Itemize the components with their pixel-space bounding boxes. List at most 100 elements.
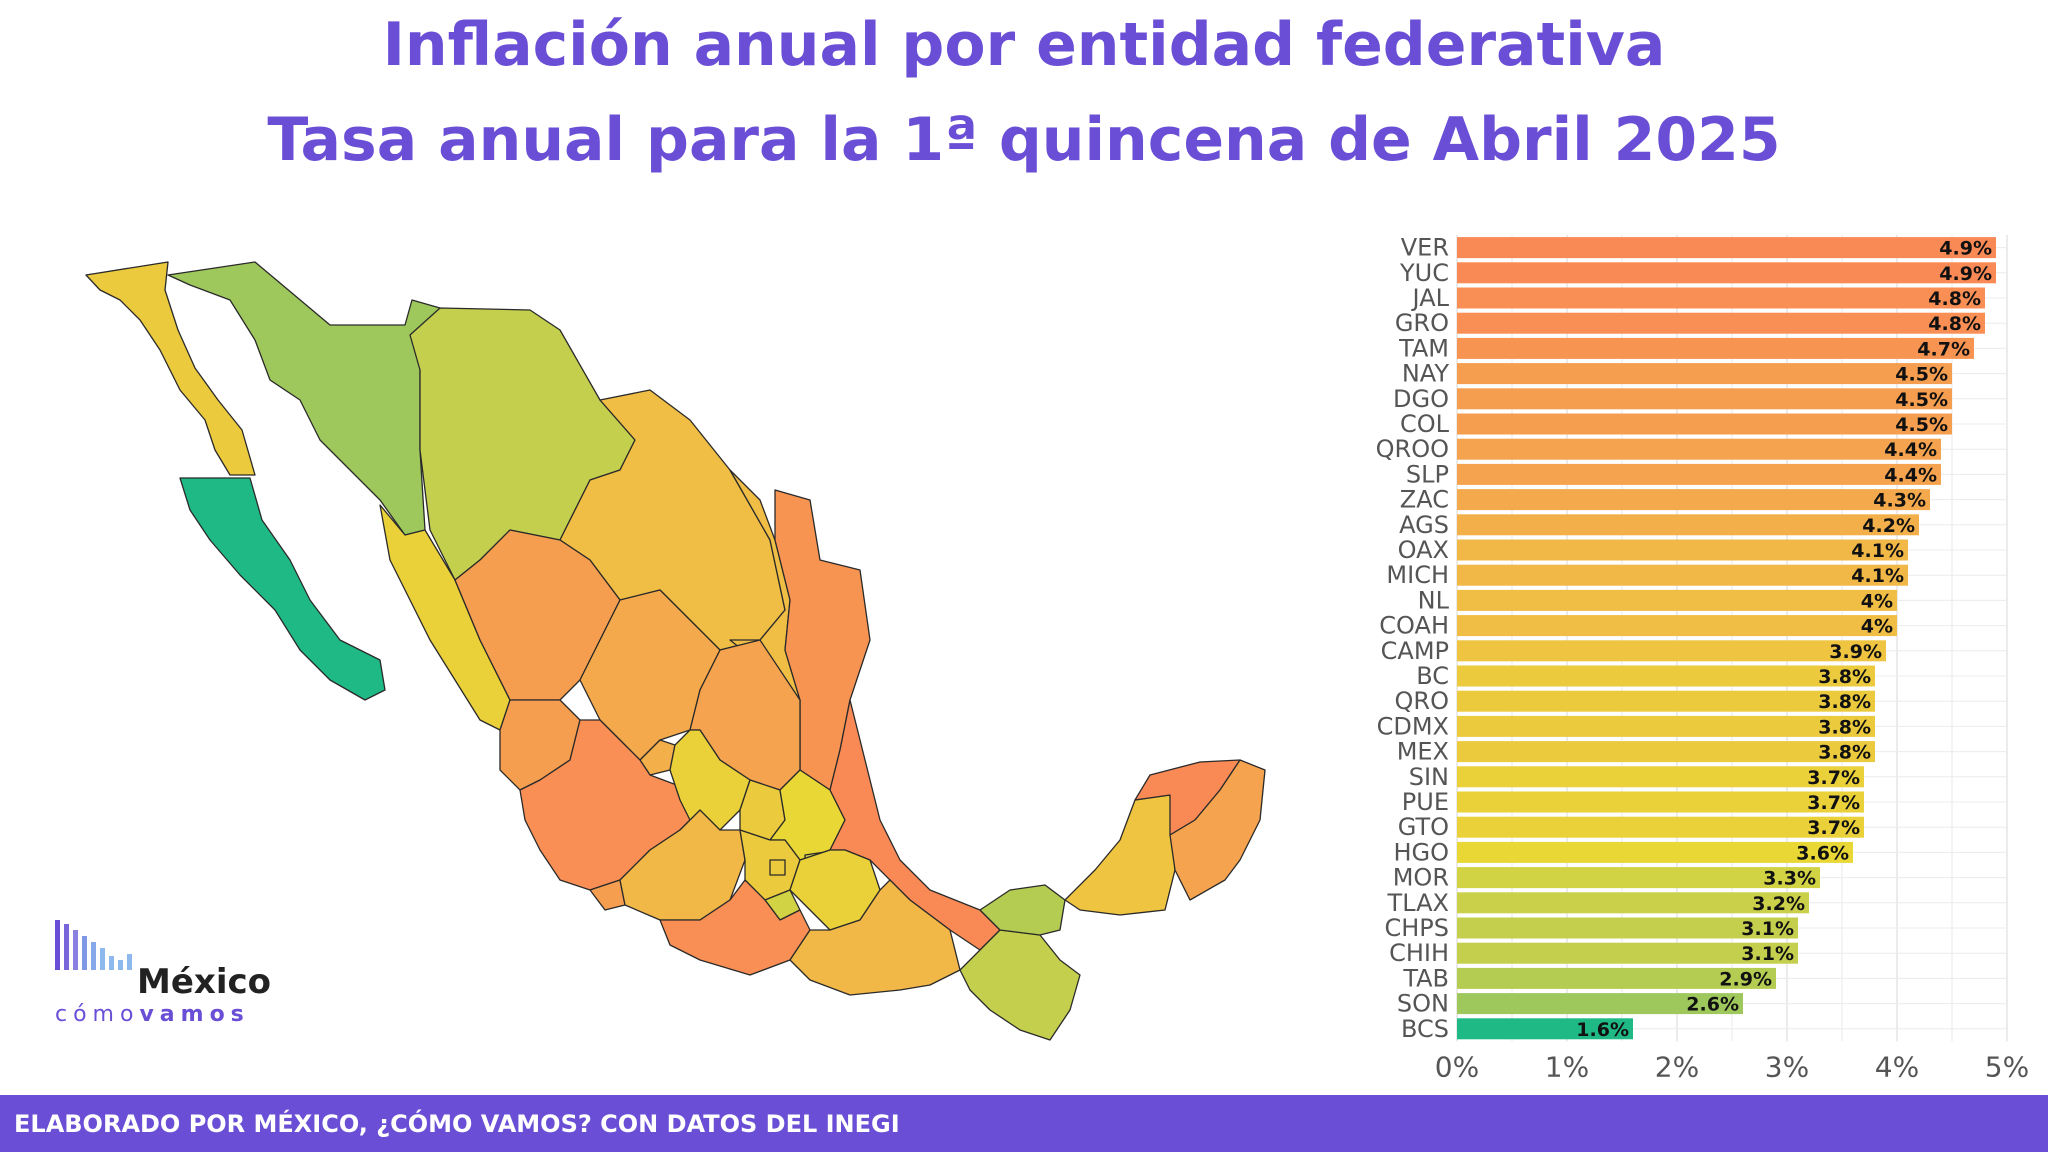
category-label: CAMP: [1381, 637, 1449, 665]
category-label: QRO: [1395, 687, 1449, 715]
category-label: CHIH: [1389, 939, 1449, 967]
category-label: JAL: [1411, 284, 1450, 312]
category-label: QROO: [1376, 435, 1449, 463]
logo: México cómovamos: [55, 920, 285, 1030]
state-gro: [659, 879, 811, 976]
bar-bc: [1457, 665, 1875, 687]
category-label: SON: [1397, 990, 1449, 1018]
category-label: BCS: [1401, 1015, 1449, 1043]
bar-pue: [1457, 791, 1864, 813]
data-label: 2.9%: [1719, 968, 1772, 990]
logo-bars-icon: [55, 920, 145, 1000]
bar-ver: [1457, 237, 1996, 259]
data-label: 3.8%: [1818, 666, 1871, 688]
bar-jal: [1457, 287, 1985, 309]
bar-mich: [1457, 564, 1908, 586]
category-label: NL: [1418, 586, 1450, 614]
x-tick-label: 2%: [1655, 1050, 1699, 1083]
bar-cdmx: [1457, 715, 1875, 737]
data-label: 4.4%: [1884, 464, 1937, 486]
data-label: 3.8%: [1818, 691, 1871, 713]
category-label: AGS: [1399, 511, 1449, 539]
data-label: 1.6%: [1576, 1019, 1629, 1041]
data-label: 4.1%: [1851, 565, 1904, 587]
bar-camp: [1457, 640, 1886, 662]
category-label: ZAC: [1400, 486, 1449, 514]
footer-source: ELABORADO POR MÉXICO, ¿CÓMO VAMOS? CON D…: [14, 1110, 900, 1138]
logo-tagline: cómovamos: [55, 1002, 250, 1027]
bar-coah: [1457, 615, 1897, 637]
category-label: PUE: [1402, 788, 1449, 816]
bar-zac: [1457, 489, 1930, 511]
bar-tab: [1457, 967, 1776, 989]
data-label: 3.8%: [1818, 742, 1871, 764]
category-label: GTO: [1398, 813, 1449, 841]
data-label: 4%: [1861, 616, 1893, 638]
data-label: 3.6%: [1796, 842, 1849, 864]
logo-name: México: [137, 962, 271, 1002]
state-bc: [85, 261, 256, 476]
state-tab: [979, 884, 1066, 936]
state-camp: [1064, 794, 1176, 916]
category-label: OAX: [1398, 536, 1449, 564]
data-label: 4.9%: [1939, 263, 1992, 285]
bar-chps: [1457, 917, 1798, 939]
bar-nay: [1457, 363, 1952, 385]
category-label: TAM: [1398, 334, 1449, 362]
category-label: HGO: [1393, 838, 1449, 866]
data-label: 4.1%: [1851, 540, 1904, 562]
footer-bar: ELABORADO POR MÉXICO, ¿CÓMO VAMOS? CON D…: [0, 1095, 2048, 1152]
bar-yuc: [1457, 262, 1996, 284]
category-label: BC: [1416, 662, 1449, 690]
category-label: MEX: [1397, 738, 1449, 766]
data-label: 4.8%: [1928, 313, 1981, 335]
data-label: 3.1%: [1741, 918, 1794, 940]
category-label: MOR: [1393, 864, 1449, 892]
data-label: 4.5%: [1895, 389, 1948, 411]
data-label: 4.5%: [1895, 364, 1948, 386]
data-label: 4.9%: [1939, 238, 1992, 260]
category-label: VER: [1401, 234, 1449, 262]
bar-chih: [1457, 942, 1798, 964]
x-tick-label: 1%: [1545, 1050, 1589, 1083]
data-label: 3.9%: [1829, 641, 1882, 663]
data-label: 2.6%: [1686, 994, 1739, 1016]
bar-hgo: [1457, 841, 1853, 863]
state-chps: [959, 929, 1081, 1041]
bar-mor: [1457, 867, 1820, 889]
bar-tam: [1457, 337, 1974, 359]
category-label: TLAX: [1387, 889, 1449, 917]
category-label: YUC: [1399, 259, 1449, 287]
bar-gto: [1457, 816, 1864, 838]
category-label: COL: [1400, 410, 1450, 438]
data-label: 3.8%: [1818, 716, 1871, 738]
x-tick-label: 0%: [1435, 1050, 1479, 1083]
data-label: 3.1%: [1741, 943, 1794, 965]
bar-nl: [1457, 589, 1897, 611]
data-label: 4.3%: [1873, 490, 1926, 512]
category-label: TAB: [1402, 964, 1449, 992]
data-label: 3.3%: [1763, 868, 1816, 890]
bar-sin: [1457, 766, 1864, 788]
state-oax: [789, 879, 961, 996]
category-label: NAY: [1402, 360, 1450, 388]
bar-qro: [1457, 690, 1875, 712]
category-label: CDMX: [1377, 712, 1449, 740]
category-label: CHPS: [1384, 914, 1449, 942]
bar-slp: [1457, 463, 1941, 485]
data-label: 4.4%: [1884, 439, 1937, 461]
category-label: SIN: [1409, 763, 1449, 791]
x-tick-label: 5%: [1985, 1050, 2029, 1083]
data-label: 4.7%: [1917, 338, 1970, 360]
category-label: DGO: [1393, 385, 1449, 413]
data-label: 3.7%: [1807, 792, 1860, 814]
x-tick-label: 4%: [1875, 1050, 1919, 1083]
bar-mex: [1457, 741, 1875, 763]
bar-tlax: [1457, 892, 1809, 914]
chart-subtitle: Tasa anual para la 1ª quincena de Abril …: [267, 105, 1781, 175]
bar-dgo: [1457, 388, 1952, 410]
category-label: MICH: [1386, 561, 1449, 589]
data-label: 3.7%: [1807, 767, 1860, 789]
state-qroo: [1169, 759, 1266, 901]
bar-col: [1457, 413, 1952, 435]
